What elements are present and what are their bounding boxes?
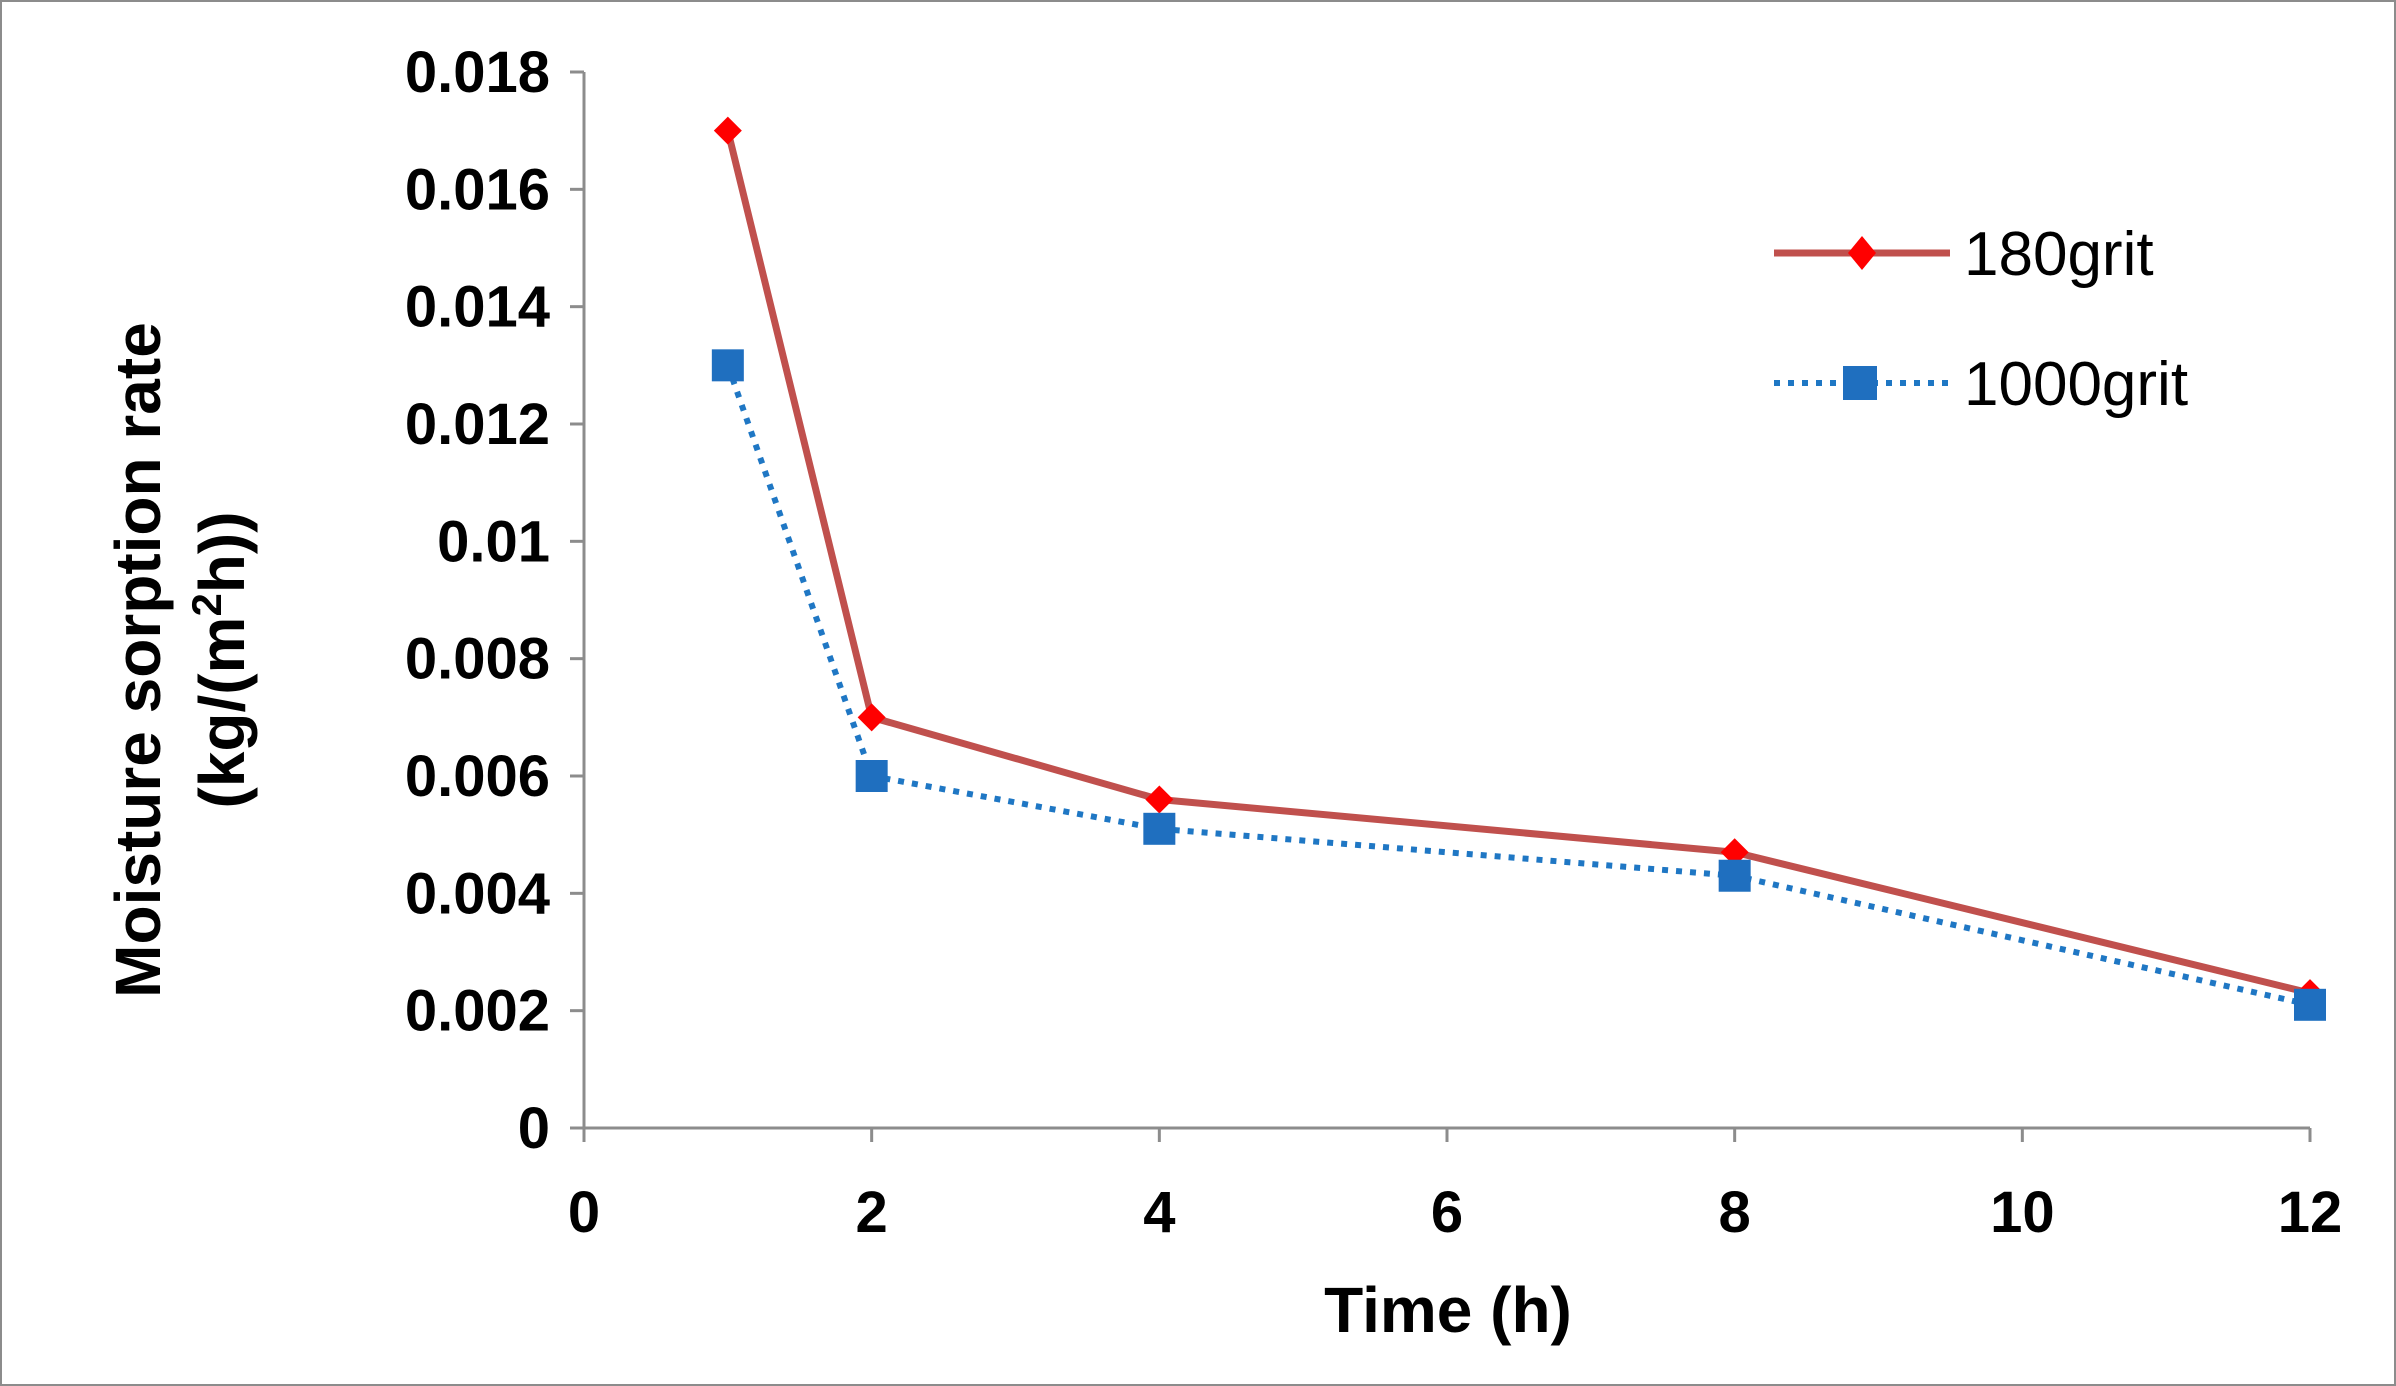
y-tick-label: 0 — [518, 1096, 550, 1161]
x-ticks: 0 2 4 6 8 10 12 — [568, 1128, 2342, 1245]
y-tick-label: 0.018 — [405, 40, 550, 105]
series-layer — [711, 116, 2326, 1021]
series-line-1000grit — [725, 364, 2311, 1008]
legend-label-180grit: 180grit — [1964, 220, 2154, 289]
y-axis-title-line2-post: h)) — [186, 511, 258, 593]
y-tick-label: 0.014 — [405, 275, 550, 340]
data-point-1000grit — [1143, 812, 1176, 845]
y-axis-title-superscript: 2 — [183, 593, 230, 616]
y-axis-title: Moisture sorption rate (kg/(m2h)) — [102, 322, 258, 998]
x-tick-label: 0 — [568, 1180, 600, 1245]
y-tick-label: 0.008 — [405, 627, 550, 692]
x-tick-label: 12 — [2278, 1180, 2343, 1245]
x-tick-label: 2 — [856, 1180, 888, 1245]
x-tick-label: 6 — [1431, 1180, 1463, 1245]
legend-marker-180grit — [1848, 236, 1876, 270]
data-point-180grit — [1720, 838, 1749, 867]
legend-entry-1000grit: 1000grit — [1774, 350, 2188, 419]
y-axis-title-line1: Moisture sorption rate — [102, 322, 174, 998]
y-axis-title-line2: (kg/(m2h)) — [183, 511, 259, 808]
data-point-180grit — [1145, 785, 1174, 814]
data-point-1000grit — [1718, 859, 1751, 892]
y-tick-label: 0.004 — [405, 861, 550, 926]
legend-label-1000grit: 1000grit — [1964, 350, 2188, 419]
data-point-1000grit — [2294, 988, 2326, 1021]
y-tick-label: 0.01 — [437, 509, 550, 574]
data-point-1000grit — [855, 760, 888, 792]
legend: 180grit 1000grit — [1774, 220, 2188, 419]
x-tick-label: 8 — [1719, 1180, 1751, 1245]
data-point-180grit — [857, 703, 886, 732]
legend-entry-180grit: 180grit — [1774, 220, 2154, 289]
x-axis-title: Time (h) — [1324, 1274, 1572, 1346]
y-tick-label: 0.002 — [405, 979, 550, 1044]
data-point-1000grit — [711, 349, 744, 382]
y-axis-title-line2-pre: (kg/(m — [186, 617, 258, 809]
y-tick-label: 0.006 — [405, 744, 550, 809]
x-tick-label: 4 — [1143, 1180, 1175, 1245]
y-tick-label: 0.016 — [405, 157, 550, 222]
y-ticks: 0 0.002 0.004 0.006 0.008 0.01 0.012 0.014 0.016… — [405, 40, 584, 1161]
data-point-180grit — [713, 116, 742, 145]
y-tick-label: 0.012 — [405, 392, 550, 457]
legend-marker-1000grit — [1843, 366, 1877, 400]
x-tick-label: 10 — [1990, 1180, 2055, 1245]
